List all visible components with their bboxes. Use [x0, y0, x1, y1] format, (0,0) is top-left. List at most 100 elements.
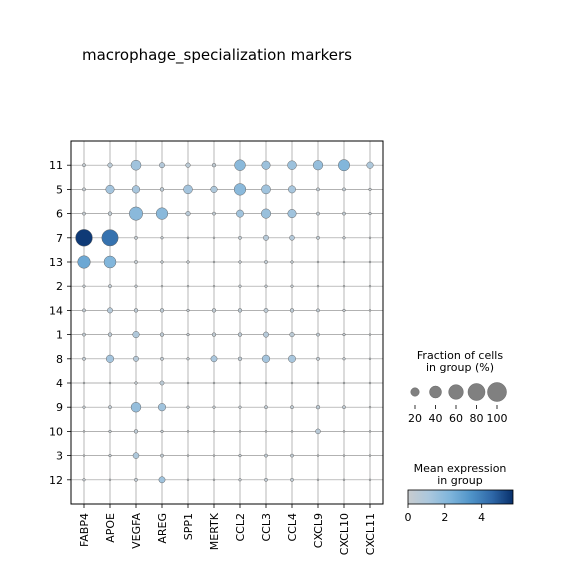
y-tick-label-10: 10: [49, 425, 63, 438]
chart-title: macrophage_specialization markers: [82, 46, 352, 65]
dot-9-fabp4: [82, 405, 86, 409]
x-tick-label-areg: AREG: [156, 513, 169, 544]
dot-10-fabp4: [82, 430, 86, 433]
dot-1-ccl3: [263, 331, 269, 338]
size-legend-label-80: 80: [470, 412, 484, 425]
dot-5-vegfa: [131, 185, 141, 194]
dot-8-mertk: [210, 355, 218, 363]
dot-14-vegfa: [133, 308, 139, 313]
dot-13-areg: [160, 260, 164, 264]
dot-3-cxcl11: [368, 454, 372, 457]
dot-6-mertk: [212, 211, 216, 216]
dot-5-ccl4: [288, 185, 296, 194]
dot-7-cxcl10: [342, 236, 346, 240]
x-tick-label-cxcl11: CXCL11: [364, 513, 377, 555]
dot-12-cxcl9: [316, 478, 320, 481]
dot-4-areg: [159, 380, 165, 386]
dot-10-cxcl11: [368, 430, 372, 433]
dot-7-mertk: [212, 236, 216, 240]
dot-10-ccl2: [238, 430, 242, 433]
dot-14-ccl4: [289, 308, 295, 313]
dot-10-ccl3: [264, 430, 268, 433]
dot-10-mertk: [212, 430, 216, 433]
dot-9-ccl2: [238, 405, 242, 409]
plot-frame: [70, 140, 384, 505]
dot-14-spp1: [186, 308, 190, 312]
dot-1-spp1: [186, 333, 190, 337]
dot-10-ccl4: [290, 430, 294, 433]
dot-13-ccl3: [264, 260, 268, 264]
dot-5-fabp4: [82, 187, 86, 192]
dot-12-spp1: [186, 478, 190, 481]
y-tick-label-11: 11: [49, 159, 63, 172]
dot-13-cxcl9: [316, 260, 320, 264]
color-legend-title-line2: in group: [437, 474, 482, 487]
dot-10-vegfa: [133, 429, 139, 434]
dot-11-mertk: [211, 163, 217, 168]
dot-2-ccl3: [264, 284, 268, 288]
dot-2-areg: [160, 285, 164, 288]
dot-2-cxcl10: [342, 285, 346, 288]
dot-5-cxcl11: [368, 187, 372, 191]
dot-14-cxcl10: [342, 308, 346, 312]
dot-9-ccl3: [264, 405, 268, 410]
dot-3-spp1: [186, 454, 190, 457]
dot-3-vegfa: [132, 452, 140, 459]
x-tick-label-cxcl10: CXCL10: [338, 513, 351, 555]
dot-1-vegfa: [132, 331, 140, 339]
dot-7-vegfa: [134, 235, 138, 240]
dot-3-ccl3: [264, 453, 268, 458]
dot-5-mertk: [210, 185, 218, 193]
dot-9-vegfa: [130, 402, 142, 413]
dot-2-cxcl11: [368, 285, 372, 288]
dot-11-cxcl11: [366, 161, 374, 169]
dot-7-ccl3: [263, 234, 269, 241]
colorbar-tick-label-2: 2: [441, 511, 448, 524]
dot-12-mertk: [212, 478, 216, 481]
y-tick-label-12: 12: [49, 474, 63, 487]
dot-13-spp1: [186, 260, 190, 264]
dot-12-fabp4: [82, 478, 86, 482]
dot-9-spp1: [186, 405, 190, 409]
dot-8-vegfa: [133, 355, 139, 362]
y-tick-label-7: 7: [56, 232, 63, 245]
x-tick-label-cxcl9: CXCL9: [312, 513, 325, 548]
x-tick-label-fabp4: FABP4: [78, 513, 91, 547]
dot-8-ccl4: [288, 354, 296, 363]
dot-13-apoe: [103, 255, 117, 269]
x-tick-label-ccl4: CCL4: [286, 513, 299, 542]
size-legend-dot-100: [487, 382, 507, 402]
y-tick-label-13: 13: [49, 256, 63, 269]
dot-7-apoe: [101, 229, 119, 247]
color-legend: Mean expression in group 0 2 4: [405, 462, 514, 524]
dot-6-cxcl11: [368, 212, 372, 216]
dot-7-spp1: [186, 236, 190, 240]
x-tick-label-ccl2: CCL2: [234, 513, 247, 542]
dot-13-cxcl11: [368, 260, 372, 264]
dot-6-fabp4: [82, 211, 86, 216]
dot-13-vegfa: [134, 260, 138, 264]
dot-14-ccl2: [237, 308, 243, 313]
dot-8-ccl3: [261, 354, 271, 363]
dot-3-cxcl10: [342, 454, 346, 457]
dot-13-mertk: [212, 260, 216, 264]
dot-7-fabp4: [75, 229, 93, 247]
dot-7-ccl2: [238, 235, 242, 240]
dot-9-apoe: [108, 405, 112, 410]
dot-11-ccl3: [261, 160, 271, 170]
dot-3-ccl4: [290, 453, 294, 458]
dot-3-areg: [160, 453, 164, 458]
size-legend-label-60: 60: [449, 412, 463, 425]
y-tick-label-4: 4: [56, 377, 63, 390]
dot-9-cxcl9: [315, 405, 321, 410]
dot-9-ccl4: [290, 405, 294, 410]
dot-3-mertk: [212, 454, 216, 457]
dot-8-areg: [160, 356, 164, 361]
dot-12-ccl3: [264, 477, 268, 482]
dot-3-fabp4: [82, 454, 86, 457]
dot-1-cxcl10: [342, 333, 346, 337]
dot-6-ccl3: [261, 208, 271, 219]
dot-11-fabp4: [82, 163, 86, 168]
dot-7-ccl4: [289, 235, 295, 241]
